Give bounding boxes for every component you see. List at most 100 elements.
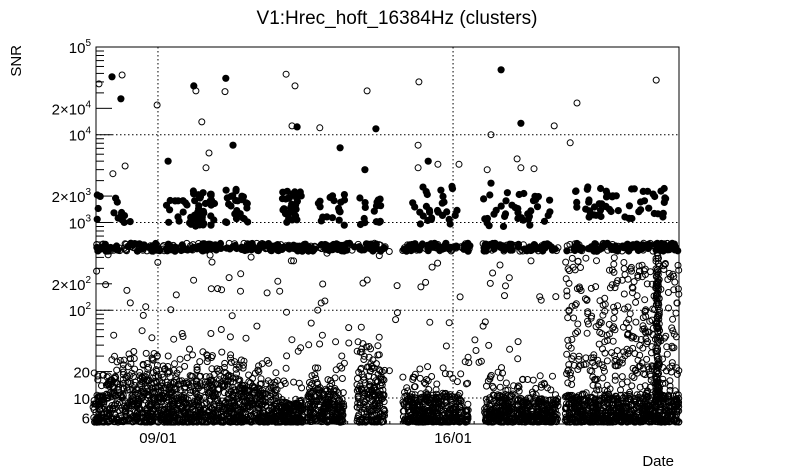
open-scatter-point bbox=[393, 282, 401, 290]
band-500-point bbox=[400, 245, 408, 254]
cluster-point bbox=[515, 190, 523, 199]
cluster-point bbox=[207, 212, 215, 220]
low-snr-point bbox=[171, 360, 178, 368]
cluster-point bbox=[481, 215, 489, 223]
low-snr-point bbox=[419, 418, 427, 426]
low-snr-point bbox=[200, 406, 208, 414]
low-snr-point bbox=[380, 392, 388, 400]
open-scatter-point bbox=[501, 292, 508, 300]
low-snr-point bbox=[96, 406, 104, 414]
open-scatter-point bbox=[357, 323, 365, 331]
low-snr-point bbox=[225, 376, 233, 384]
open-outlier-point bbox=[282, 70, 290, 78]
open-scatter-point bbox=[472, 347, 480, 354]
cluster-point bbox=[360, 214, 368, 223]
low-snr-point bbox=[225, 399, 233, 407]
cluster-point bbox=[546, 208, 554, 216]
cluster-point bbox=[195, 204, 203, 213]
cluster-point bbox=[222, 186, 230, 194]
low-snr-point bbox=[98, 382, 105, 390]
cluster-point bbox=[446, 220, 454, 228]
low-snr-point bbox=[446, 370, 454, 378]
low-snr-point bbox=[219, 382, 227, 390]
band-500-point bbox=[248, 243, 256, 251]
open-scatter-point bbox=[620, 265, 628, 273]
y-tick-label: 2×103 bbox=[52, 187, 92, 206]
cluster-point bbox=[356, 220, 365, 229]
low-snr-point bbox=[214, 395, 221, 403]
low-snr-point bbox=[200, 394, 208, 401]
cluster-point bbox=[416, 220, 424, 228]
low-snr-point bbox=[264, 377, 272, 385]
low-snr-point bbox=[113, 358, 121, 366]
low-snr-point bbox=[490, 384, 497, 392]
low-snr-point bbox=[442, 398, 450, 406]
low-snr-point bbox=[422, 380, 429, 388]
low-snr-point bbox=[369, 356, 377, 364]
open-scatter-point bbox=[424, 363, 432, 371]
low-snr-point bbox=[371, 391, 379, 399]
open-scatter-point bbox=[632, 298, 640, 306]
low-snr-point bbox=[179, 407, 187, 415]
open-scatter-point bbox=[207, 285, 215, 293]
cluster-point bbox=[285, 194, 294, 202]
open-scatter-point bbox=[564, 314, 572, 322]
open-scatter-point bbox=[242, 334, 250, 342]
low-snr-point bbox=[306, 415, 314, 423]
low-snr-point bbox=[427, 412, 435, 420]
cluster-point bbox=[502, 197, 510, 205]
low-snr-point bbox=[290, 378, 298, 386]
low-snr-point bbox=[502, 379, 510, 387]
low-snr-point bbox=[411, 383, 419, 391]
cluster-point bbox=[166, 206, 174, 214]
open-scatter-point bbox=[506, 345, 514, 353]
low-snr-point bbox=[143, 370, 151, 378]
low-snr-point bbox=[94, 376, 102, 384]
cluster-point bbox=[191, 197, 199, 205]
low-snr-point bbox=[204, 411, 212, 419]
cluster-point bbox=[443, 208, 451, 216]
low-snr-point bbox=[265, 386, 273, 394]
low-snr-point bbox=[208, 413, 216, 421]
low-snr-point bbox=[134, 411, 142, 419]
low-snr-point bbox=[249, 401, 257, 409]
cluster-point bbox=[582, 205, 590, 213]
low-snr-point bbox=[202, 373, 210, 381]
open-scatter-point bbox=[181, 362, 189, 370]
open-scatter-point bbox=[228, 312, 236, 320]
cluster-point bbox=[189, 187, 197, 195]
low-snr-point bbox=[339, 389, 347, 397]
low-snr-point bbox=[187, 389, 194, 397]
cluster-point bbox=[603, 190, 611, 198]
open-scatter-point bbox=[392, 316, 400, 324]
y-tick-base: 10 bbox=[73, 391, 90, 408]
low-snr-point bbox=[303, 416, 311, 424]
low-snr-point bbox=[210, 389, 218, 397]
open-scatter-point bbox=[207, 330, 215, 337]
low-snr-point bbox=[416, 374, 424, 382]
low-snr-point bbox=[316, 413, 324, 421]
low-snr-point bbox=[333, 410, 341, 418]
low-snr-point bbox=[338, 406, 346, 414]
low-snr-point bbox=[326, 382, 334, 390]
open-scatter-point bbox=[226, 333, 234, 341]
low-snr-point bbox=[487, 396, 495, 403]
cluster-point bbox=[196, 221, 204, 229]
low-snr-point bbox=[193, 363, 201, 371]
open-scatter-point bbox=[610, 254, 618, 262]
open-scatter-point bbox=[486, 279, 494, 287]
open-scatter-point bbox=[562, 258, 570, 266]
low-snr-point bbox=[495, 408, 503, 416]
open-scatter-point bbox=[626, 310, 634, 318]
open-scatter-point bbox=[514, 338, 522, 346]
open-scatter-point bbox=[595, 340, 603, 348]
open-scatter-point bbox=[102, 281, 110, 289]
low-snr-point bbox=[141, 384, 149, 392]
low-snr-point bbox=[134, 401, 142, 409]
low-snr-point bbox=[414, 406, 421, 414]
low-snr-point bbox=[260, 389, 268, 397]
open-outlier-point bbox=[573, 99, 581, 107]
open-scatter-point bbox=[138, 327, 146, 335]
low-snr-point bbox=[258, 360, 266, 368]
y-tick-base: 10 bbox=[69, 128, 86, 145]
